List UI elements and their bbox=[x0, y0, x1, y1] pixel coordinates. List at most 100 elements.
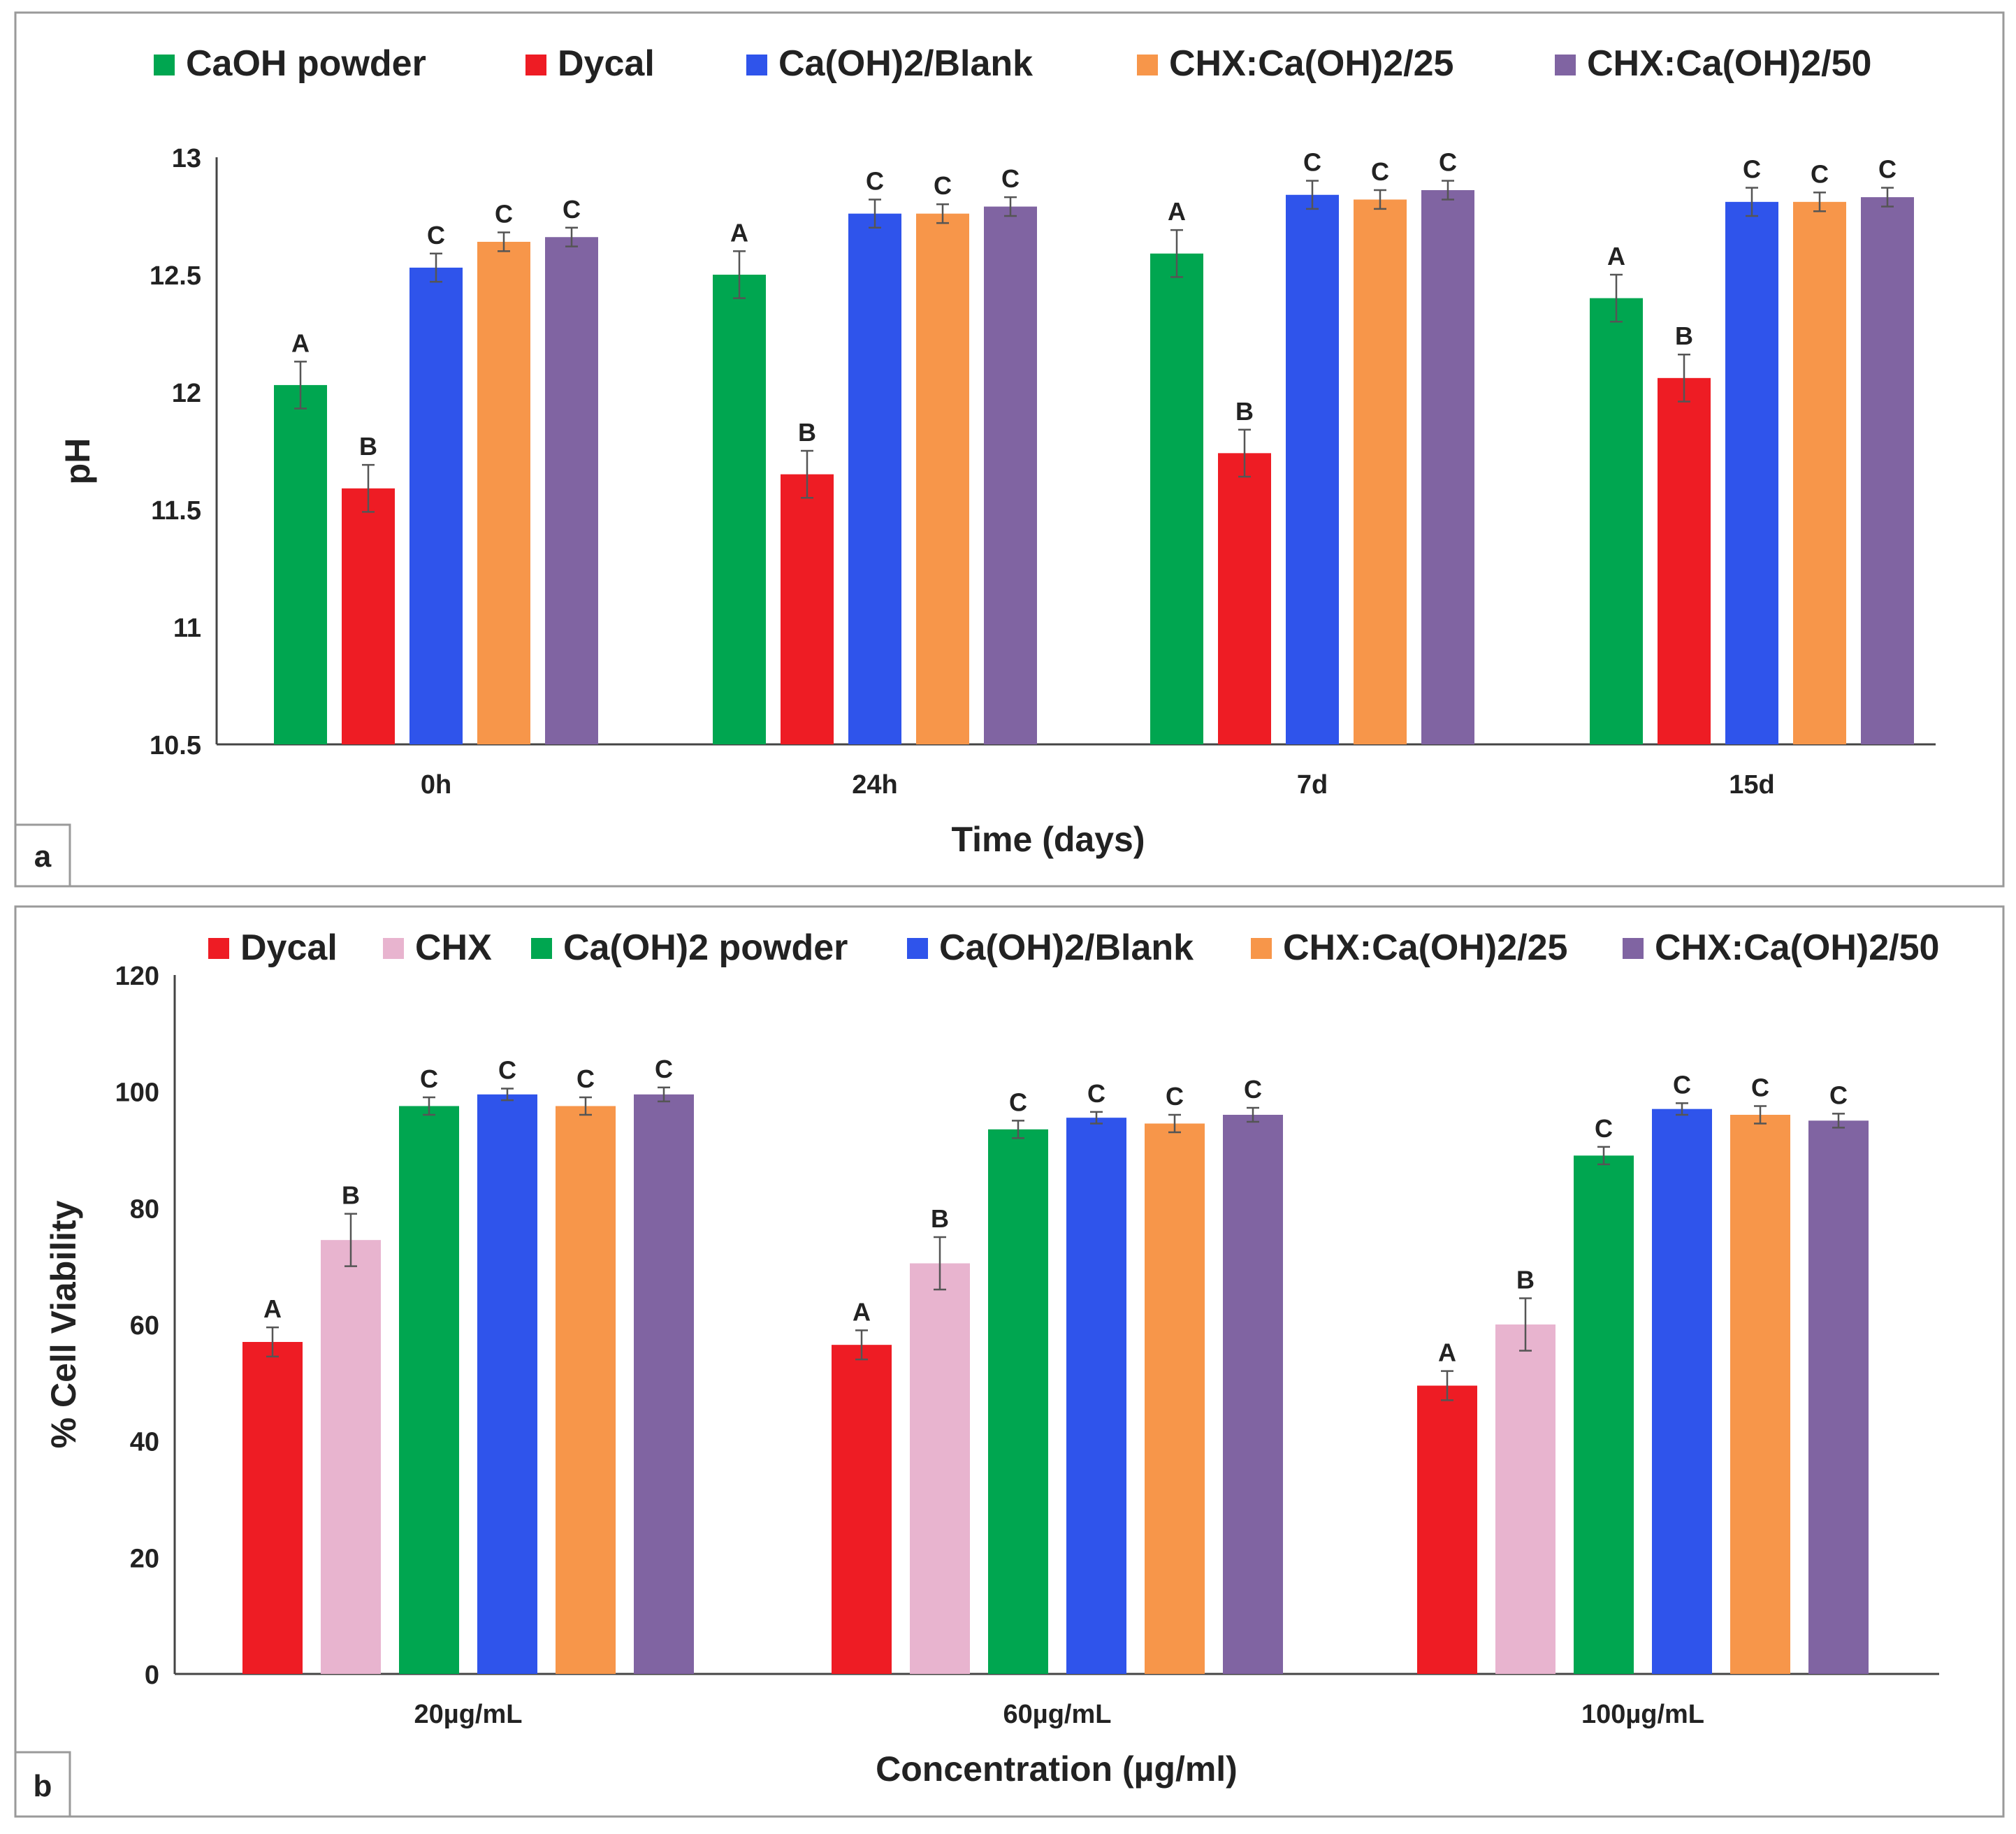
significance-letter: C bbox=[1829, 1081, 1848, 1109]
legend-label-dycal: Dycal bbox=[558, 43, 655, 84]
bar-ca-oh-2-powder-60-g-ml bbox=[988, 1129, 1048, 1674]
panel-b-y-ticks: 0 20 40 60 80 100 120 bbox=[115, 962, 159, 1690]
bar-ca-oh-2-blank-20-g-ml bbox=[477, 1094, 537, 1674]
panel-b-y-title: % Cell Viability bbox=[44, 1200, 83, 1448]
significance-letter: B bbox=[359, 432, 377, 461]
legend-label-caoh2-powder: Ca(OH)2 powder bbox=[563, 927, 848, 968]
significance-letter: A bbox=[1168, 197, 1186, 226]
legend-label-chx-25: CHX:Ca(OH)2/25 bbox=[1169, 43, 1453, 84]
bar-dycal-15d bbox=[1658, 377, 1711, 744]
bar-chx-ca-oh-2-25-60-g-ml bbox=[1145, 1123, 1205, 1674]
significance-letter: B bbox=[1516, 1266, 1535, 1294]
legend-label-chx-25-b: CHX:Ca(OH)2/25 bbox=[1283, 927, 1567, 968]
panel-a-y-ticks: 10.5 11 11.5 12 12.5 13 bbox=[150, 144, 201, 760]
legend-label-chx-50: CHX:Ca(OH)2/50 bbox=[1587, 43, 1871, 84]
panel-b-x-ticks: 20µg/mL 60µg/mL 100µg/mL bbox=[414, 1700, 1705, 1729]
bar-caoh-powder-7d bbox=[1150, 253, 1203, 744]
bar-ca-oh-2-blank-24h bbox=[848, 213, 901, 744]
panel-a: a CaOH powder Dycal Ca(OH)2/Blank CHX:Ca… bbox=[14, 11, 2005, 888]
panel-a-y-title: pH bbox=[58, 438, 97, 485]
panel-b: b Dycal CHX Ca(OH)2 powder Ca(OH)2/Blank… bbox=[14, 905, 2005, 1818]
bar-dycal-7d bbox=[1218, 453, 1271, 744]
significance-letter: C bbox=[1811, 159, 1829, 188]
significance-letter: C bbox=[420, 1064, 438, 1093]
significance-letter: C bbox=[1166, 1082, 1184, 1111]
significance-letter: C bbox=[1087, 1079, 1105, 1108]
panel-a-x-ticks: 0h 24h 7d 15d bbox=[421, 770, 1775, 800]
panel-b-label: b bbox=[34, 1769, 52, 1803]
bar-chx-ca-oh-2-50-100-g-ml bbox=[1808, 1120, 1869, 1674]
bar-chx-100-g-ml bbox=[1495, 1324, 1555, 1674]
significance-letter: C bbox=[655, 1055, 673, 1083]
significance-letter: C bbox=[1244, 1075, 1262, 1104]
bar-chx-ca-oh-2-25-20-g-ml bbox=[556, 1106, 616, 1674]
bar-ca-oh-2-blank-7d bbox=[1286, 194, 1339, 744]
significance-letter: C bbox=[1595, 1114, 1613, 1143]
significance-letter: B bbox=[1235, 397, 1254, 426]
y-tick-label: 100 bbox=[115, 1078, 159, 1108]
legend-swatch-caoh2-blank bbox=[746, 55, 767, 75]
significance-letter: C bbox=[866, 166, 884, 195]
legend-swatch-caoh2-blank-b bbox=[907, 938, 928, 959]
y-tick-label: 11.5 bbox=[151, 496, 201, 526]
bar-chx-ca-oh-2-25-100-g-ml bbox=[1730, 1115, 1790, 1674]
bar-ca-oh-2-blank-0h bbox=[409, 267, 463, 744]
bar-dycal-0h bbox=[342, 488, 395, 744]
panel-a-bars: A B C C C A B C C C A B C C C A B C C C bbox=[274, 148, 1914, 745]
significance-letter: A bbox=[853, 1297, 871, 1326]
significance-letter: A bbox=[1438, 1338, 1456, 1367]
significance-letter: A bbox=[730, 218, 748, 247]
legend-swatch-caoh-powder bbox=[154, 55, 175, 75]
x-tick-label-24h: 24h bbox=[852, 770, 897, 800]
bar-chx-ca-oh-2-50-7d bbox=[1421, 190, 1474, 744]
legend-label-chx: CHX bbox=[415, 927, 492, 968]
y-tick-label: 80 bbox=[130, 1194, 159, 1224]
significance-letter: C bbox=[1878, 155, 1897, 184]
legend-label-caoh-powder: CaOH powder bbox=[186, 43, 426, 84]
x-tick-label-15d: 15d bbox=[1729, 770, 1774, 800]
significance-letter: B bbox=[798, 418, 816, 447]
x-tick-label-100-g-ml: 100µg/mL bbox=[1581, 1700, 1704, 1729]
bar-chx-ca-oh-2-25-7d bbox=[1354, 199, 1407, 745]
bar-ca-oh-2-powder-100-g-ml bbox=[1574, 1155, 1634, 1674]
legend-swatch-chx-50 bbox=[1555, 55, 1576, 75]
significance-letter: C bbox=[934, 171, 952, 200]
bar-dycal-100-g-ml bbox=[1417, 1385, 1477, 1674]
bar-chx-60-g-ml bbox=[910, 1263, 970, 1674]
x-tick-label-60-g-ml: 60µg/mL bbox=[1003, 1700, 1112, 1729]
significance-letter: B bbox=[342, 1181, 360, 1210]
significance-letter: C bbox=[563, 195, 581, 224]
y-tick-label: 12.5 bbox=[150, 261, 201, 291]
significance-letter: C bbox=[1303, 148, 1321, 177]
significance-letter: B bbox=[931, 1204, 949, 1233]
panel-b-frame bbox=[14, 905, 2005, 1818]
bar-chx-ca-oh-2-25-24h bbox=[916, 213, 969, 744]
significance-letter: C bbox=[1673, 1070, 1691, 1099]
x-tick-label-7d: 7d bbox=[1297, 770, 1328, 800]
panel-a-label-box bbox=[14, 823, 71, 888]
bar-chx-ca-oh-2-50-60-g-ml bbox=[1223, 1115, 1283, 1674]
y-tick-label: 60 bbox=[130, 1311, 159, 1341]
panel-a-x-title: Time (days) bbox=[952, 820, 1145, 859]
significance-letter: A bbox=[291, 328, 310, 357]
y-tick-label: 120 bbox=[115, 962, 159, 991]
y-tick-label: 40 bbox=[130, 1428, 159, 1457]
legend-swatch-chx bbox=[383, 938, 404, 959]
significance-letter: C bbox=[498, 1056, 516, 1085]
bar-chx-ca-oh-2-50-15d bbox=[1861, 197, 1914, 744]
bar-caoh-powder-24h bbox=[713, 275, 766, 744]
bar-dycal-60-g-ml bbox=[832, 1345, 892, 1674]
bar-caoh-powder-15d bbox=[1590, 298, 1643, 745]
panel-a-label: a bbox=[34, 839, 52, 874]
panel-a-frame bbox=[14, 11, 2005, 888]
significance-letter: C bbox=[427, 221, 445, 250]
y-tick-label: 11 bbox=[173, 614, 201, 643]
bar-chx-ca-oh-2-25-0h bbox=[477, 241, 530, 745]
bar-dycal-24h bbox=[781, 474, 834, 744]
legend-swatch-dycal bbox=[525, 55, 546, 75]
panel-b-label-box bbox=[14, 1751, 71, 1818]
y-tick-label: 13 bbox=[172, 144, 201, 173]
panel-a-legend: CaOH powder Dycal Ca(OH)2/Blank CHX:Ca(O… bbox=[154, 43, 1871, 84]
y-tick-label: 20 bbox=[130, 1544, 159, 1573]
